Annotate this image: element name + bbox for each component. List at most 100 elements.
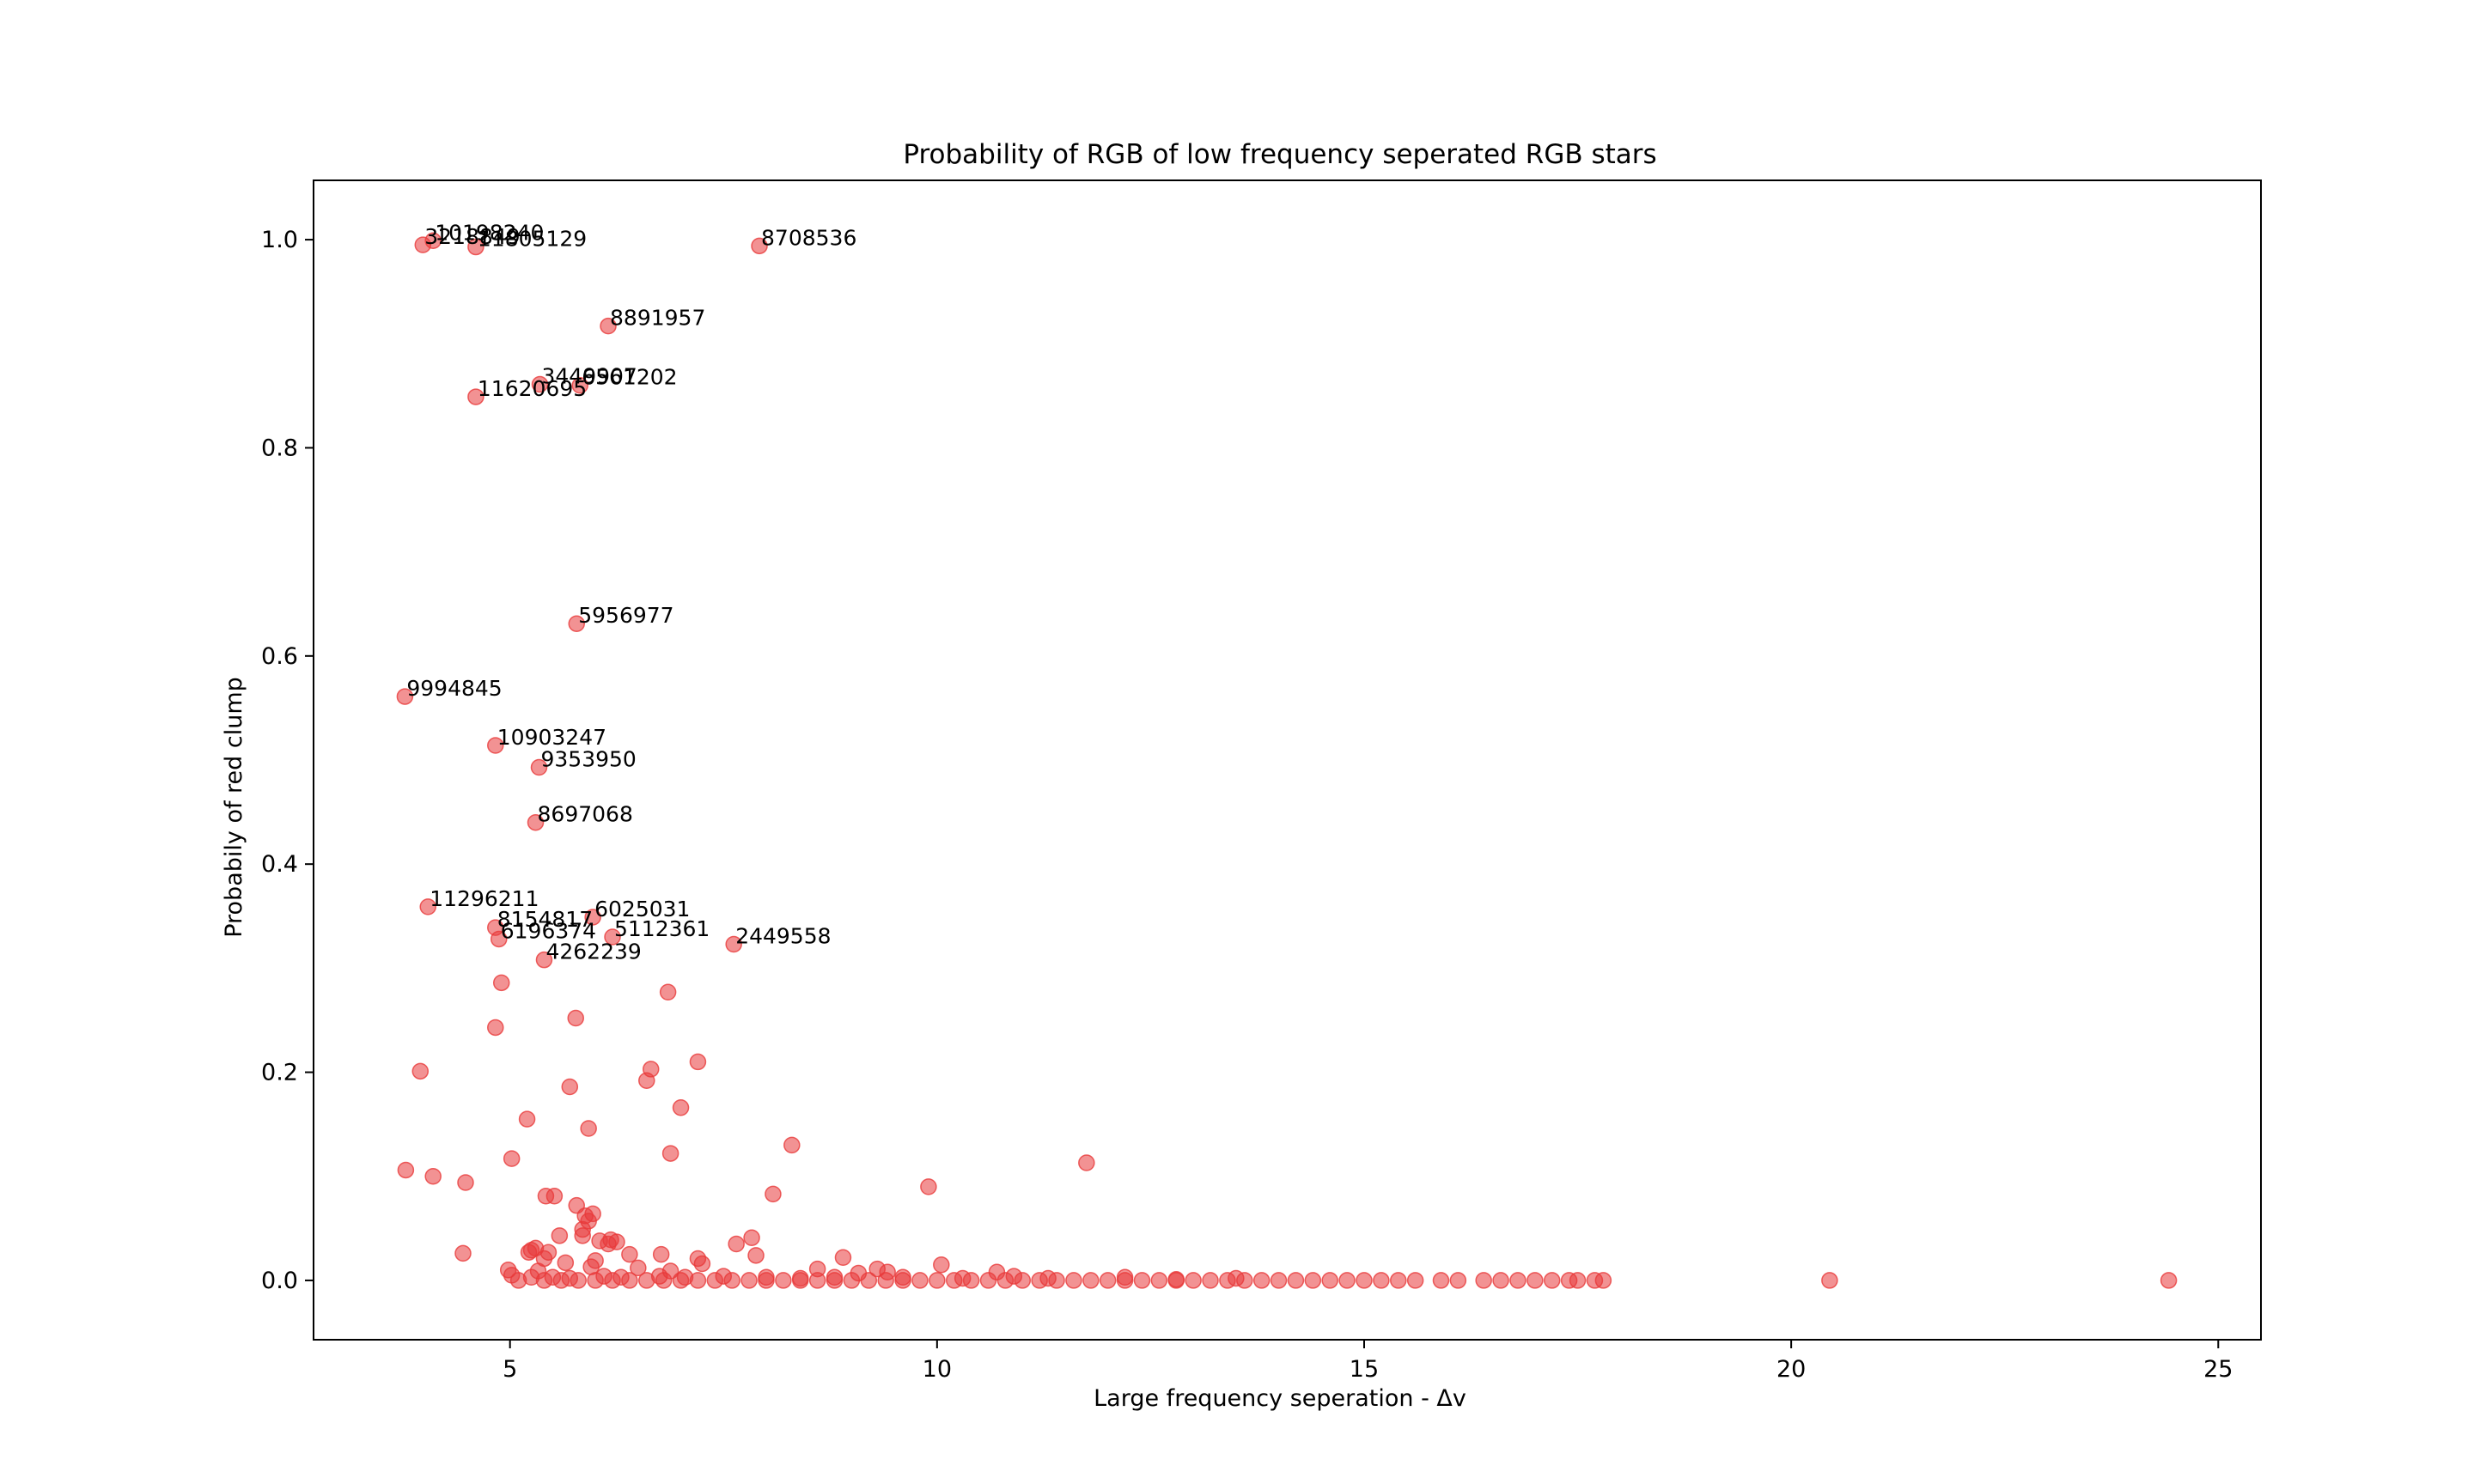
point-annotation: 4262239 — [545, 940, 641, 964]
point-annotation: 8697068 — [538, 802, 633, 827]
point-annotation: 8891957 — [610, 306, 705, 331]
x-tick-label: 10 — [923, 1356, 952, 1383]
data-point — [1150, 1272, 1168, 1289]
data-point — [587, 1272, 604, 1289]
point-annotation: 9353950 — [540, 746, 636, 771]
data-point — [962, 1272, 980, 1289]
data-point — [491, 930, 508, 948]
chart-title: Probability of RGB of low frequency sepe… — [903, 139, 1656, 170]
data-point — [1078, 1154, 1095, 1171]
y-tick-label: 0.2 — [261, 1060, 298, 1086]
y-tick-label: 1.0 — [261, 227, 298, 253]
data-point — [740, 1272, 758, 1289]
data-point — [1236, 1272, 1253, 1289]
data-point — [568, 615, 585, 632]
data-point — [1031, 1272, 1048, 1289]
data-point — [1432, 1272, 1450, 1289]
point-annotation: 11805129 — [478, 227, 587, 252]
data-point — [860, 1272, 878, 1289]
data-point — [509, 1272, 527, 1289]
data-point — [411, 1062, 430, 1080]
data-point — [527, 813, 545, 831]
data-point — [2160, 1272, 2178, 1289]
data-point — [945, 1272, 963, 1289]
data-point — [1526, 1272, 1544, 1289]
data-point — [655, 1272, 673, 1289]
data-point — [1594, 1272, 1612, 1289]
data-point — [1048, 1272, 1065, 1289]
data-point — [535, 951, 553, 969]
data-point — [877, 1272, 894, 1289]
data-point — [574, 1227, 591, 1244]
data-point — [979, 1272, 997, 1289]
data-point — [920, 1178, 937, 1195]
data-point — [1543, 1272, 1561, 1289]
point-annotation: 5956977 — [578, 603, 673, 628]
data-point — [518, 1110, 536, 1128]
point-annotation: 8708536 — [761, 225, 856, 250]
point-annotation: 5112361 — [614, 916, 710, 941]
axis-ticks: 5 10 15 20 25 0.0 0.2 0.4 0.6 0.8 1.0 — [261, 227, 2233, 1383]
point-annotation: 10903247 — [497, 725, 606, 750]
point-annotation: 11620695 — [478, 376, 587, 401]
data-point — [487, 1019, 504, 1037]
data-point — [783, 1136, 801, 1154]
data-point — [826, 1272, 844, 1289]
data-point — [996, 1272, 1015, 1289]
data-point — [492, 974, 510, 992]
y-tick-label: 0.6 — [261, 643, 298, 670]
data-point — [630, 1259, 647, 1277]
data-point — [1133, 1272, 1151, 1289]
data-point — [751, 237, 768, 255]
point-annotation: 3218849 — [424, 224, 520, 249]
data-point — [531, 375, 549, 393]
data-point — [419, 898, 436, 915]
data-point — [693, 1255, 711, 1273]
data-point — [1373, 1272, 1390, 1289]
data-point — [567, 1009, 584, 1027]
data-point — [1270, 1272, 1288, 1289]
point-annotation: 11296211 — [430, 886, 539, 911]
point-annotation: 6561202 — [582, 365, 677, 390]
plot-area-frame — [313, 179, 2262, 1341]
data-point — [584, 909, 601, 926]
data-point — [1475, 1272, 1492, 1289]
data-point — [571, 376, 588, 394]
data-point — [454, 1244, 472, 1262]
data-point — [520, 1244, 538, 1261]
data-point — [535, 1272, 553, 1289]
data-point — [1569, 1272, 1587, 1289]
data-point — [652, 1245, 670, 1263]
x-tick-label: 5 — [503, 1356, 517, 1383]
data-point — [503, 1150, 521, 1167]
data-point — [1304, 1272, 1322, 1289]
data-point — [1356, 1272, 1373, 1289]
data-point — [600, 1235, 617, 1253]
data-point — [1219, 1272, 1236, 1289]
data-point — [775, 1272, 792, 1289]
y-tick-label: 0.4 — [261, 851, 298, 878]
data-point — [487, 737, 504, 754]
point-annotation: 2449558 — [735, 923, 831, 948]
data-point — [1252, 1272, 1271, 1289]
data-point — [758, 1272, 775, 1289]
data-point — [638, 1072, 655, 1089]
data-point — [672, 1272, 690, 1289]
data-point — [1202, 1272, 1219, 1289]
data-point — [397, 1161, 415, 1179]
data-point — [834, 1249, 852, 1267]
y-tick-label: 0.0 — [261, 1268, 298, 1294]
data-point — [1099, 1272, 1117, 1289]
x-tick-label: 25 — [2203, 1356, 2233, 1383]
data-point — [1014, 1272, 1032, 1289]
data-point — [1082, 1272, 1100, 1289]
data-point — [1287, 1272, 1305, 1289]
data-point — [1185, 1272, 1202, 1289]
data-point — [1338, 1272, 1356, 1289]
data-point — [1116, 1272, 1134, 1289]
data-point — [621, 1272, 638, 1289]
data-point — [1509, 1272, 1526, 1289]
point-annotation: 9994845 — [406, 676, 502, 701]
